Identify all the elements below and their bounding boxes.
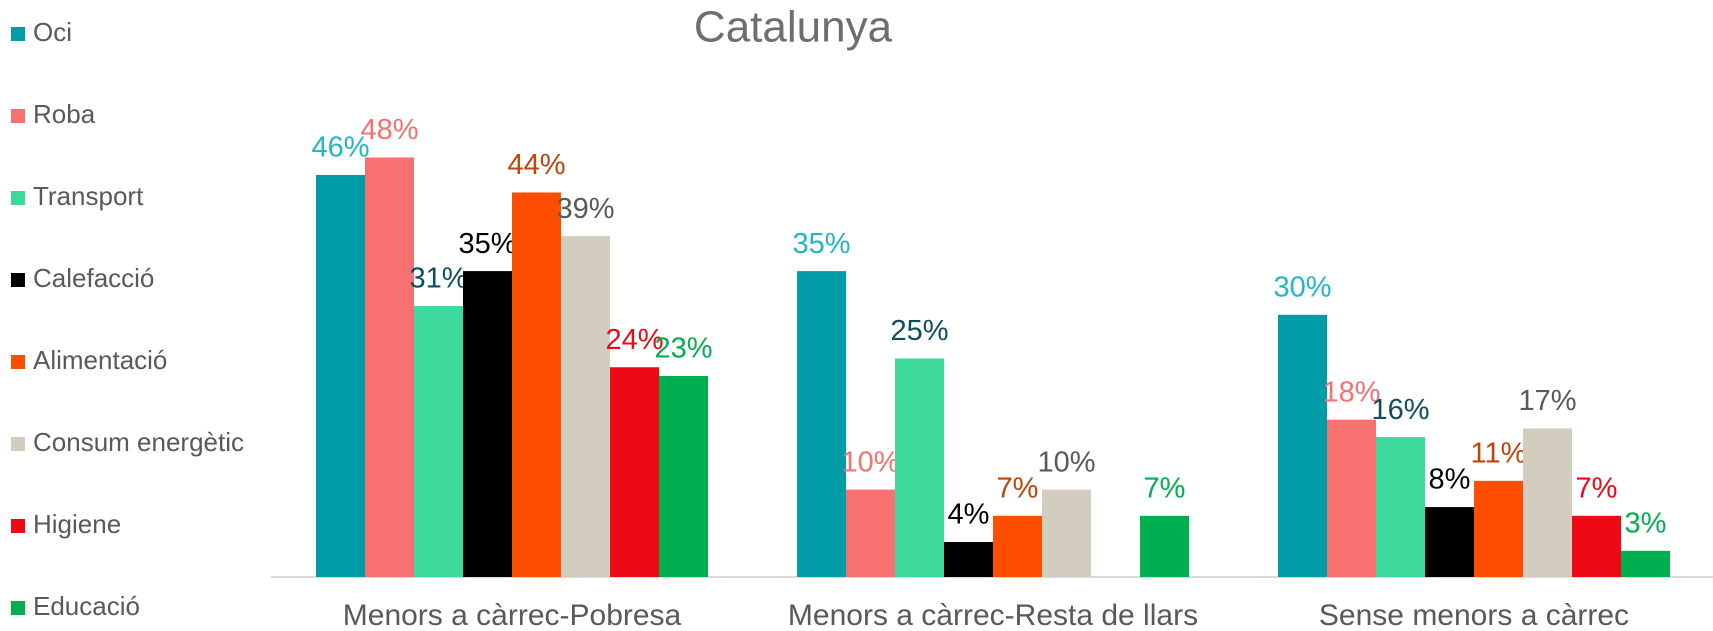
bar bbox=[1376, 437, 1425, 577]
legend-swatch bbox=[11, 355, 25, 369]
chart-title: Catalunya bbox=[694, 3, 893, 52]
data-label: 46% bbox=[311, 132, 369, 164]
bar bbox=[797, 271, 846, 577]
bar bbox=[1042, 489, 1091, 577]
data-label: 16% bbox=[1371, 394, 1429, 426]
data-label: 10% bbox=[841, 446, 899, 478]
data-label: 25% bbox=[890, 315, 948, 347]
data-label: 11% bbox=[1471, 438, 1527, 470]
x-tick-label: Menors a càrrec-Pobresa bbox=[343, 599, 682, 631]
data-label: 35% bbox=[458, 228, 516, 260]
legend-swatch bbox=[11, 27, 25, 41]
bar bbox=[895, 358, 944, 577]
bar bbox=[463, 271, 512, 577]
bar bbox=[1523, 428, 1572, 577]
data-label: 24% bbox=[605, 324, 663, 356]
bar bbox=[993, 515, 1042, 577]
data-label: 44% bbox=[507, 149, 565, 181]
data-label: 8% bbox=[1429, 464, 1471, 496]
data-label: 17% bbox=[1518, 385, 1576, 417]
bar bbox=[1425, 507, 1474, 577]
legend-swatch bbox=[11, 519, 25, 533]
legend-swatch bbox=[11, 437, 25, 451]
data-label: 31% bbox=[409, 263, 467, 295]
data-label: 30% bbox=[1273, 271, 1331, 303]
bar bbox=[610, 367, 659, 577]
data-label: 23% bbox=[654, 333, 712, 365]
legend-label: Alimentació bbox=[33, 345, 167, 375]
legend-swatch bbox=[11, 109, 25, 123]
data-label: 35% bbox=[792, 228, 850, 260]
x-tick-label: Sense menors a càrrec bbox=[1319, 599, 1629, 631]
bar bbox=[1278, 314, 1327, 577]
bar bbox=[365, 157, 414, 578]
data-label: 4% bbox=[948, 499, 990, 531]
bar bbox=[1140, 515, 1189, 577]
data-label: 18% bbox=[1322, 376, 1380, 408]
data-label: 48% bbox=[360, 114, 418, 146]
legend-label: Calefacció bbox=[33, 263, 154, 293]
bar bbox=[561, 236, 610, 577]
legend-swatch bbox=[11, 273, 25, 287]
data-label: 7% bbox=[997, 472, 1039, 504]
data-label: 3% bbox=[1625, 507, 1667, 539]
bar bbox=[944, 542, 993, 577]
legend-label: Consum energètic bbox=[33, 427, 244, 457]
legend-swatch bbox=[11, 191, 25, 205]
data-label: 7% bbox=[1576, 472, 1618, 504]
legend-swatch bbox=[11, 601, 25, 615]
bar bbox=[316, 174, 365, 577]
data-label: 10% bbox=[1037, 446, 1095, 478]
x-tick-label: Menors a càrrec-Resta de llars bbox=[788, 599, 1198, 631]
bar bbox=[1572, 515, 1621, 577]
data-label: 39% bbox=[556, 193, 614, 225]
legend-label: Roba bbox=[33, 99, 96, 129]
bar bbox=[1621, 550, 1670, 577]
bar bbox=[659, 375, 708, 577]
legend-label: Transport bbox=[33, 181, 144, 211]
bar bbox=[1474, 480, 1523, 577]
bar bbox=[846, 489, 895, 577]
bar bbox=[512, 192, 561, 577]
data-label: 7% bbox=[1144, 472, 1186, 504]
bar bbox=[414, 306, 463, 577]
legend-label: Oci bbox=[33, 17, 72, 47]
legend-label: Higiene bbox=[33, 509, 121, 539]
bar bbox=[1327, 419, 1376, 577]
legend-label: Educació bbox=[33, 591, 140, 621]
